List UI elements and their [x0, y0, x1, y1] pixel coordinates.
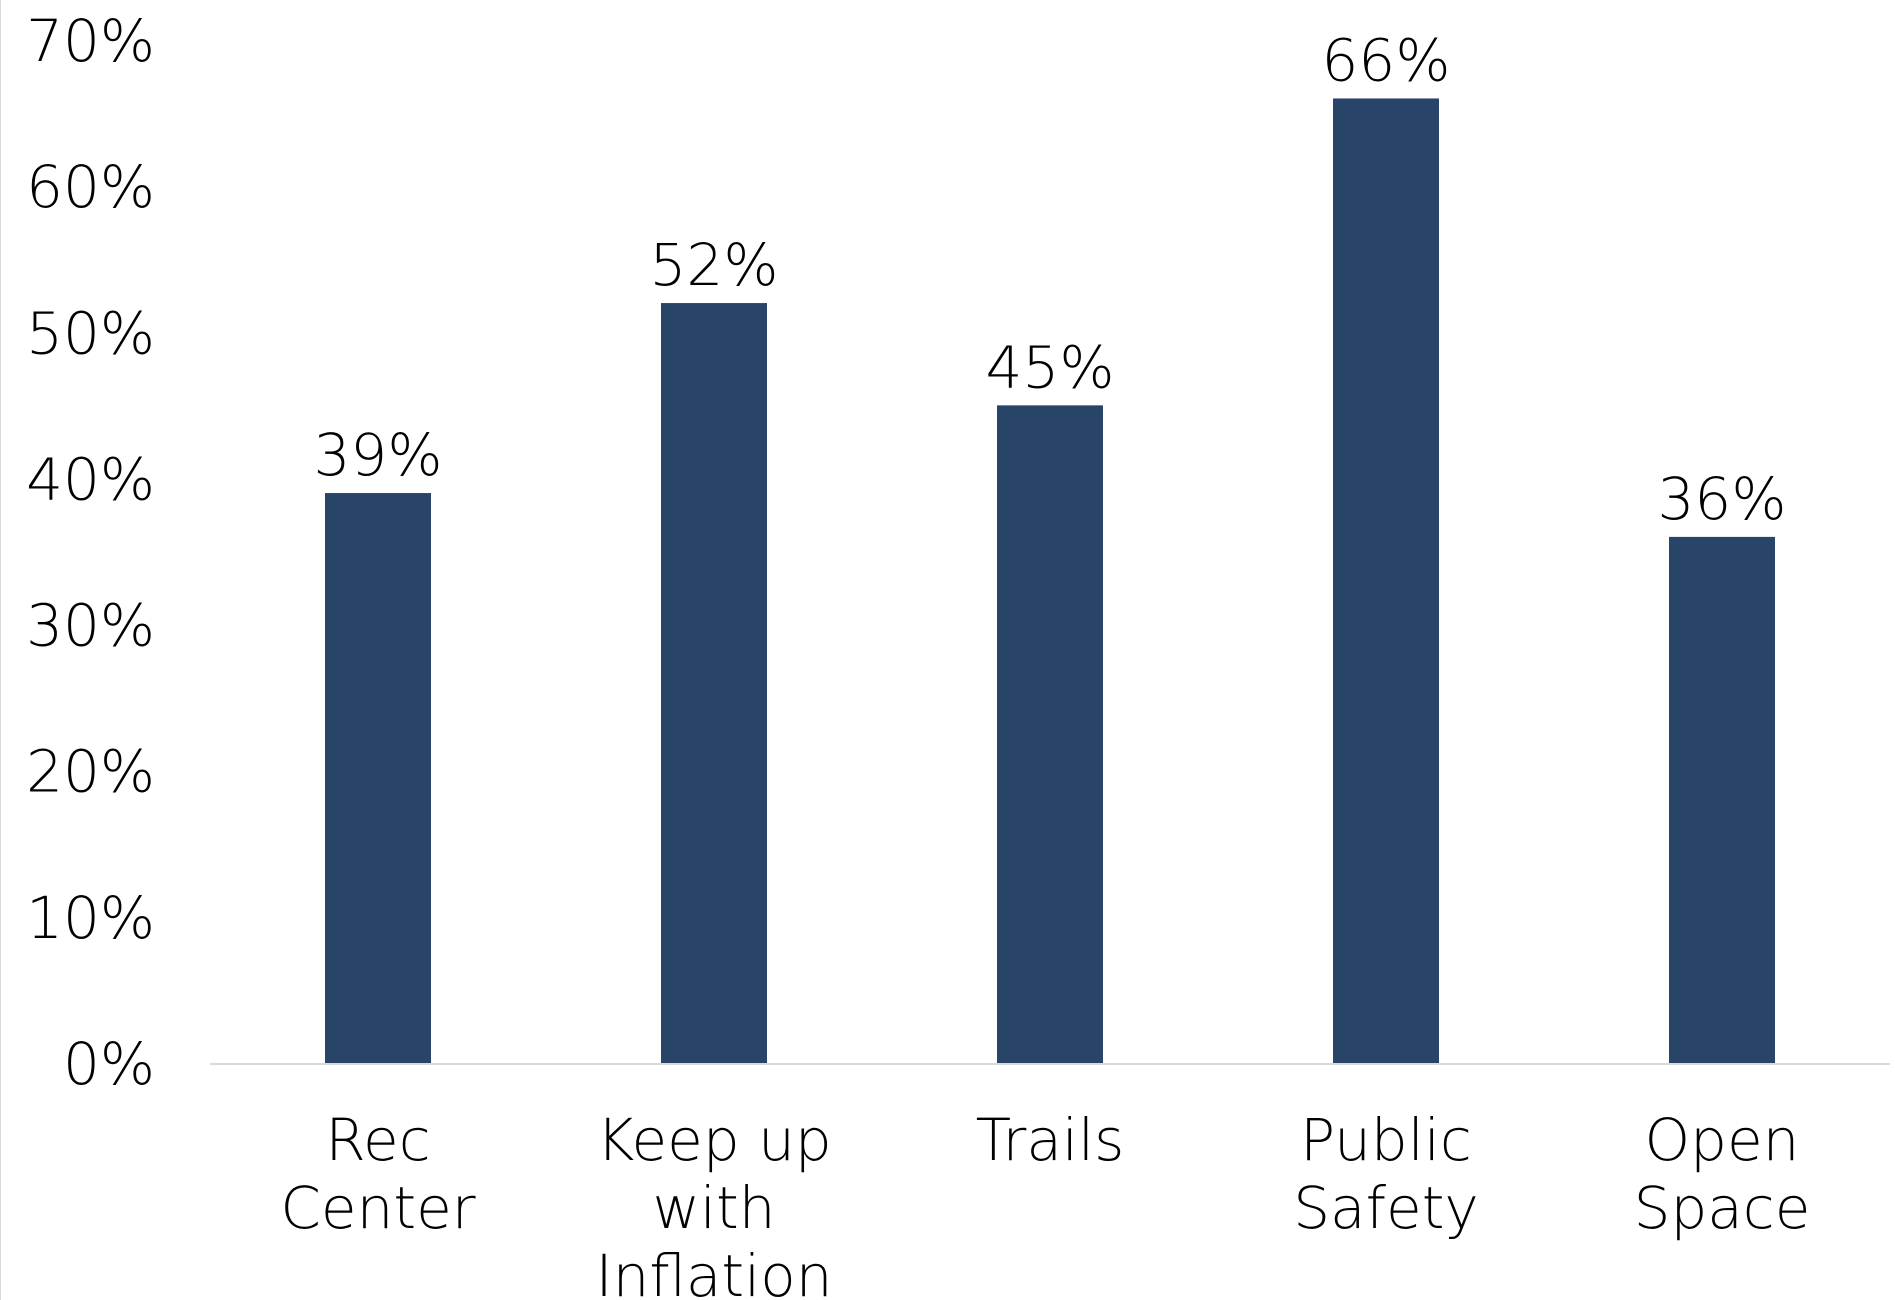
y-tick-label: 50% [26, 299, 155, 367]
bar [997, 405, 1103, 1063]
y-tick-label: 20% [26, 738, 155, 806]
data-label: 52% [650, 231, 779, 299]
y-tick-label: 10% [26, 884, 155, 952]
left-border [0, 0, 1, 1300]
y-tick-label: 0% [63, 1030, 155, 1098]
category-label: Keep up [596, 1106, 831, 1174]
data-labels: 39% 52% 45% 66% 36% [314, 26, 1787, 532]
bar [1669, 536, 1775, 1063]
category-label: Rec [325, 1106, 430, 1174]
category-label: Public [1300, 1106, 1472, 1174]
data-label: 39% [314, 421, 443, 489]
y-axis-ticks: 0% 10% 20% 30% 40% 50% 60% 70% [26, 7, 155, 1098]
data-label: 36% [1658, 465, 1787, 533]
bars [325, 98, 1775, 1063]
y-tick-label: 70% [26, 7, 155, 75]
data-label: 45% [986, 333, 1115, 401]
bar [325, 493, 431, 1063]
category-label: Space [1634, 1174, 1811, 1242]
data-label: 66% [1322, 26, 1451, 94]
bar [1333, 98, 1439, 1063]
category-label: Center [280, 1174, 475, 1242]
category-label: Safety [1293, 1174, 1479, 1242]
category-label: Trails [976, 1106, 1125, 1174]
y-tick-label: 30% [26, 592, 155, 660]
category-label: Inflation [595, 1242, 832, 1300]
y-tick-label: 60% [26, 153, 155, 221]
y-tick-label: 40% [26, 445, 155, 513]
bar [661, 303, 767, 1063]
category-label: with [652, 1174, 775, 1242]
category-label: Open [1645, 1106, 1800, 1174]
